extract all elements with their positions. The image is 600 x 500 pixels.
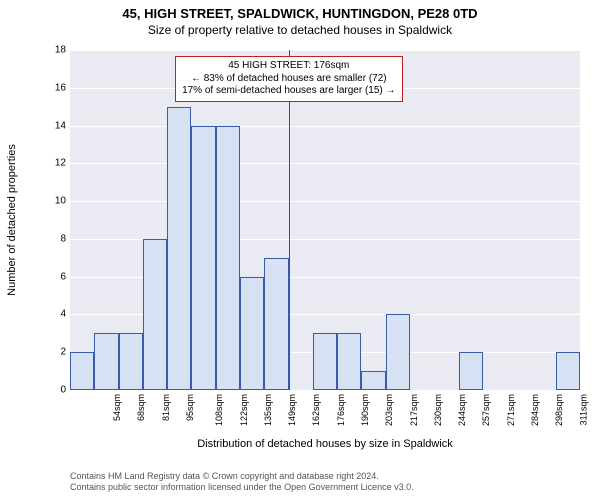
histogram-bar (459, 352, 483, 390)
histogram-bar (240, 277, 264, 390)
attribution-text: Contains HM Land Registry data © Crown c… (70, 471, 580, 494)
y-tick-label: 4 (36, 309, 66, 320)
y-tick-label: 14 (36, 120, 66, 131)
annotation-line2: ← 83% of detached houses are smaller (72… (182, 73, 395, 86)
gridline (70, 126, 580, 127)
annotation-box: 45 HIGH STREET: 176sqm← 83% of detached … (175, 56, 402, 102)
y-tick-label: 10 (36, 196, 66, 207)
y-tick-label: 6 (36, 271, 66, 282)
gridline (70, 50, 580, 51)
x-tick-label: 230sqm (433, 394, 443, 426)
gridline (70, 163, 580, 164)
annotation-line3: 17% of semi-detached houses are larger (… (182, 85, 395, 98)
histogram-bar (361, 371, 385, 390)
histogram-bar (94, 333, 118, 390)
x-tick-label: 149sqm (287, 394, 297, 426)
histogram-bar (313, 333, 337, 390)
x-tick-label: 190sqm (360, 394, 370, 426)
annotation-line1: 45 HIGH STREET: 176sqm (182, 60, 395, 73)
y-tick-label: 16 (36, 82, 66, 93)
y-axis-label: Number of detached properties (6, 144, 18, 296)
x-tick-label: 298sqm (554, 394, 564, 426)
histogram-bar (556, 352, 580, 390)
x-tick-label: 271sqm (506, 394, 516, 426)
y-tick-label: 2 (36, 347, 66, 358)
x-tick-label: 311sqm (578, 394, 588, 425)
x-axis-label: Distribution of detached houses by size … (70, 438, 580, 450)
chart-title: 45, HIGH STREET, SPALDWICK, HUNTINGDON, … (0, 0, 600, 21)
x-tick-label: 81sqm (161, 394, 171, 421)
histogram-bar (191, 126, 215, 390)
x-tick-label: 122sqm (239, 394, 249, 426)
histogram-bar (143, 239, 167, 390)
histogram-bar (70, 352, 94, 390)
plot-area: 45 HIGH STREET: 176sqm← 83% of detached … (70, 50, 580, 390)
x-tick-label: 108sqm (214, 394, 224, 426)
attribution-line1: Contains HM Land Registry data © Crown c… (70, 471, 580, 483)
x-tick-label: 68sqm (136, 394, 146, 421)
y-tick-label: 0 (36, 385, 66, 396)
histogram-bar (167, 107, 191, 390)
histogram-bar (386, 314, 410, 390)
chart-container: 45, HIGH STREET, SPALDWICK, HUNTINGDON, … (0, 0, 600, 500)
y-tick-label: 8 (36, 233, 66, 244)
x-tick-label: 284sqm (530, 394, 540, 426)
gridline (70, 201, 580, 202)
x-tick-label: 54sqm (112, 394, 122, 421)
histogram-bar (119, 333, 143, 390)
x-tick-label: 135sqm (263, 394, 273, 426)
chart-subtitle: Size of property relative to detached ho… (0, 21, 600, 37)
x-tick-label: 257sqm (481, 394, 491, 426)
attribution-line2: Contains public sector information licen… (70, 482, 580, 494)
y-tick-label: 18 (36, 45, 66, 56)
y-tick-label: 12 (36, 158, 66, 169)
histogram-bar (264, 258, 288, 390)
histogram-bar (216, 126, 240, 390)
histogram-bar (337, 333, 361, 390)
x-tick-label: 95sqm (185, 394, 195, 421)
x-tick-label: 244sqm (457, 394, 467, 426)
x-tick-label: 162sqm (311, 394, 321, 426)
x-tick-label: 176sqm (336, 394, 346, 426)
x-tick-label: 203sqm (384, 394, 394, 426)
x-tick-label: 217sqm (409, 394, 419, 426)
